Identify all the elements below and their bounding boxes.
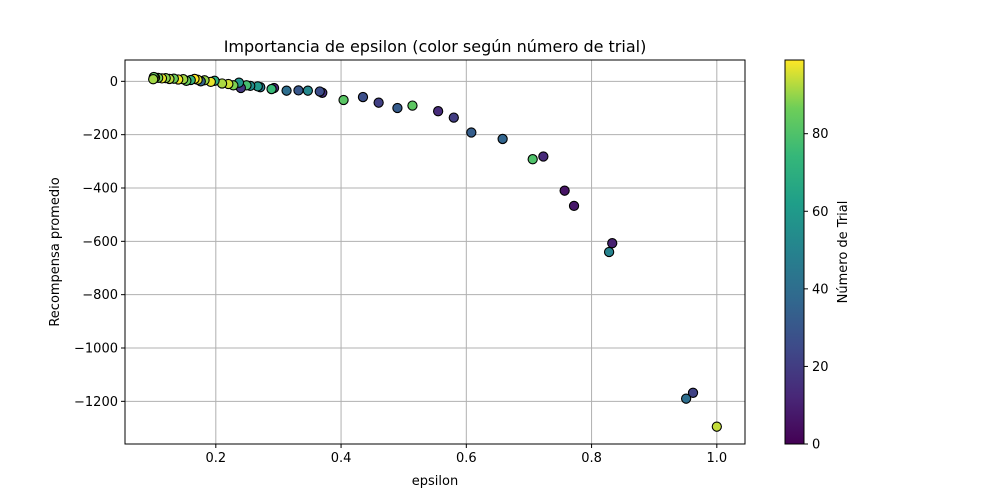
x-tick-label: 0.4: [331, 451, 352, 466]
data-point: [680, 393, 692, 404]
data-point: [687, 387, 699, 398]
data-point: [559, 185, 570, 196]
data-point: [314, 86, 325, 97]
colorbar-tick-label: 40: [812, 282, 829, 297]
colorbar-label: Número de Trial: [836, 201, 851, 304]
colorbar: [784, 59, 805, 445]
data-point: [266, 83, 277, 95]
data-point: [392, 102, 403, 114]
chart-title: Importancia de epsilon (color según núme…: [224, 37, 647, 56]
y-axis-ticks: 0 −200 −400 −600 −800 −1000 −1200: [74, 75, 125, 410]
x-tick-label: 1.0: [706, 451, 727, 466]
data-point: [527, 154, 538, 165]
y-tick-label: −1000: [74, 342, 118, 357]
grid-lines: [125, 60, 745, 444]
colorbar-tick-label: 20: [812, 360, 829, 375]
data-point: [357, 91, 369, 103]
y-tick-label: −200: [82, 128, 118, 143]
data-point: [338, 94, 349, 106]
colorbar-tick-label: 80: [812, 127, 829, 142]
data-point: [281, 85, 292, 96]
y-tick-label: −1200: [74, 395, 118, 410]
data-point: [373, 97, 384, 108]
data-point: [568, 200, 580, 212]
x-tick-label: 0.6: [456, 451, 477, 466]
plot-frame: [124, 59, 746, 445]
data-point: [603, 246, 615, 258]
y-tick-label: −600: [82, 235, 118, 250]
data-point: [711, 421, 722, 432]
y-axis-label: Recompensa promedio: [48, 177, 63, 326]
data-points: [148, 71, 722, 432]
data-point: [497, 133, 508, 145]
y-tick-label: −400: [82, 182, 118, 197]
data-point: [538, 151, 549, 162]
x-tick-label: 0.2: [205, 451, 226, 466]
data-point: [293, 85, 304, 96]
x-axis-label: epsilon: [412, 474, 458, 489]
x-axis-ticks: 0.2 0.4 0.6 0.8 1.0: [205, 444, 727, 466]
colorbar-ticks: 0 20 40 60 80: [804, 127, 829, 453]
y-tick-label: −800: [82, 288, 118, 303]
y-tick-label: 0: [110, 75, 118, 90]
data-point: [448, 112, 459, 123]
x-tick-label: 0.8: [581, 451, 602, 466]
data-point: [607, 238, 618, 249]
data-point: [466, 127, 477, 138]
data-point: [432, 106, 444, 117]
colorbar-tick-label: 60: [812, 205, 829, 220]
data-point: [148, 74, 159, 85]
data-point: [302, 85, 314, 96]
colorbar-tick-label: 0: [812, 438, 820, 453]
data-point: [407, 100, 418, 111]
